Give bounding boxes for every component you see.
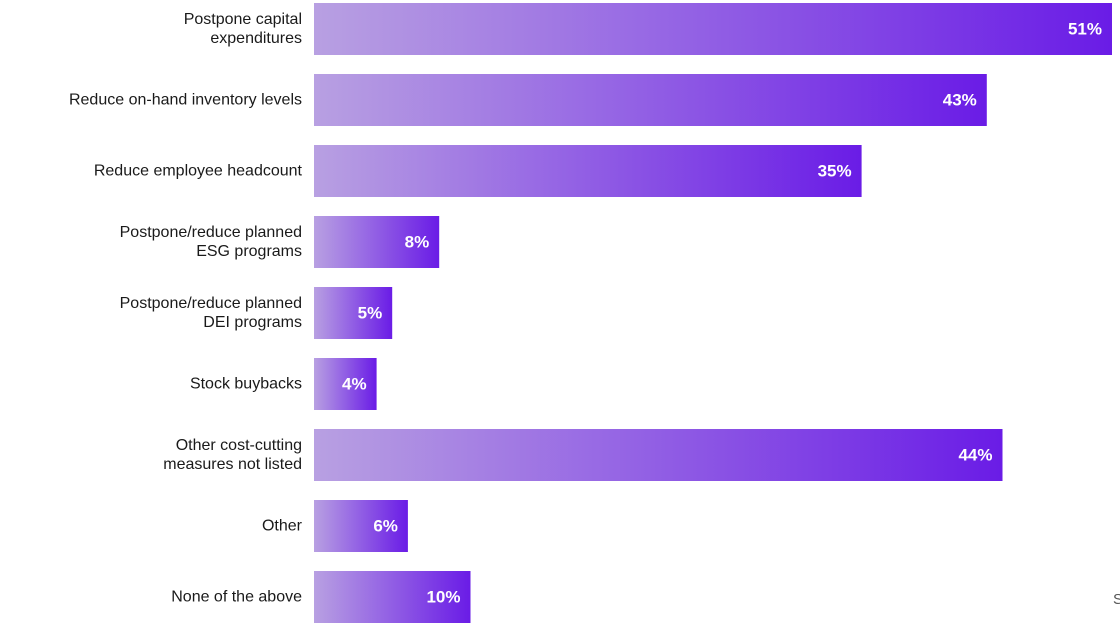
bars-group: 51% Postpone capital expenditures 43% Reduce… (69, 3, 1112, 623)
bar-value-label: 8% (405, 233, 430, 252)
category-label: Postpone capital (184, 11, 302, 28)
category-label: Postpone/reduce planned (120, 224, 302, 241)
category-label: Reduce employee headcount (94, 163, 303, 180)
bar (314, 145, 862, 197)
bar-value-label: 5% (358, 304, 383, 323)
bar (314, 571, 471, 623)
category-label: ESG programs (196, 243, 302, 260)
bar (314, 358, 377, 410)
category-label: Other cost-cutting (176, 437, 302, 454)
bar (314, 429, 1003, 481)
category-label: Reduce on-hand inventory levels (69, 92, 302, 109)
bar (314, 3, 1112, 55)
bar-value-label: 10% (426, 588, 460, 607)
category-label: DEI programs (203, 314, 302, 331)
bar (314, 500, 408, 552)
category-label: Postpone/reduce planned (120, 295, 302, 312)
bar-value-label: 35% (818, 162, 852, 181)
bar (314, 287, 393, 339)
corner-text-fragment: S (1113, 591, 1120, 608)
category-label: Stock buybacks (190, 376, 302, 393)
bar (314, 216, 440, 268)
category-label: Other (262, 518, 303, 535)
bar-value-label: 6% (373, 517, 398, 536)
category-label: None of the above (171, 589, 302, 606)
bar-value-label: 51% (1068, 20, 1102, 39)
bar-value-label: 44% (958, 446, 992, 465)
bar (314, 74, 987, 126)
category-label: measures not listed (163, 456, 302, 473)
category-label: expenditures (210, 30, 302, 47)
bar-value-label: 4% (342, 375, 367, 394)
bar-value-label: 43% (943, 91, 977, 110)
